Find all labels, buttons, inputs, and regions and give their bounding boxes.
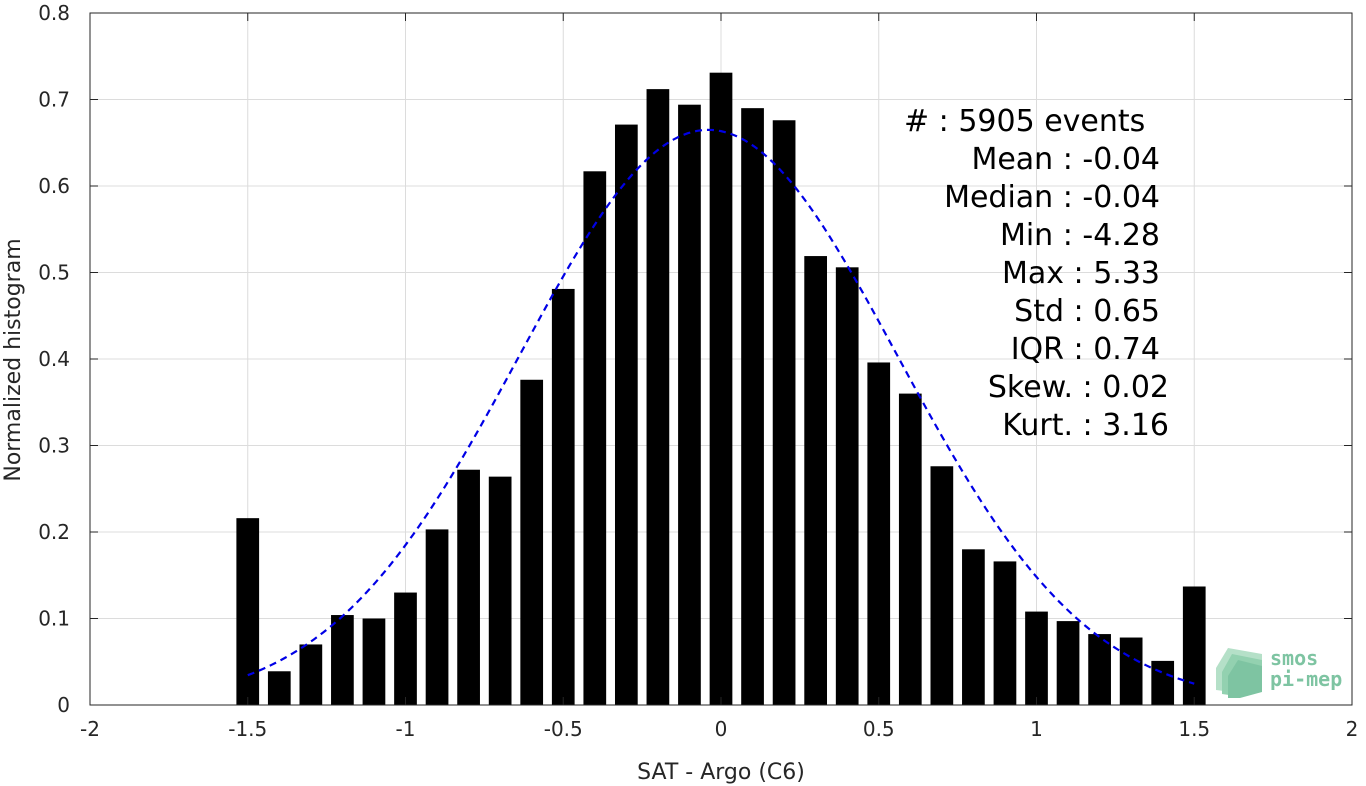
histogram-bar [551,288,575,705]
x-tick-label: -0.5 [544,717,583,741]
gaussian-fit-curve [247,128,1195,685]
histogram-bar [835,267,859,705]
stat-mean: Mean : -0.04 [971,142,1160,177]
x-tick-label: 0.5 [863,717,895,741]
logo-text-pi-mep: pi-mep [1270,667,1342,691]
histogram-bar [962,549,985,705]
x-tick-label: -2 [80,717,100,741]
y-tick-label: 0.2 [38,520,70,544]
histogram-bar [1182,586,1206,705]
histogram-bar [267,671,291,705]
histogram-bar [299,644,323,705]
stat-kurt: Kurt. : 3.16 [1002,408,1169,443]
y-tick-label: 0 [57,693,70,717]
stat-min: Min : -4.28 [1000,218,1160,253]
x-axis-label: SAT - Argo (C6) [637,760,805,785]
x-tick-label: 0 [715,717,728,741]
y-tick-label: 0.6 [38,174,70,198]
y-axis-label: Normalized histogram [1,238,26,481]
logo-text-smos: smos [1270,646,1318,670]
x-tick-label: -1 [396,717,416,741]
histogram-bar [741,108,764,705]
histogram-bar [1119,637,1143,705]
stat-std: Std : 0.65 [1014,294,1160,329]
histogram-bar [1056,621,1080,705]
y-tick-label: 0.1 [38,607,70,631]
histogram-bar [930,466,954,705]
histogram-bar [1151,660,1175,705]
histogram-bar [331,615,354,705]
histogram-bar [1025,611,1048,705]
x-tick-label: 2 [1346,717,1359,741]
y-tick-label: 0.3 [38,434,70,458]
stat-skew: Skew. : 0.02 [988,370,1169,405]
y-tick-label: 0.4 [38,347,70,371]
x-tick-label: 1 [1030,717,1043,741]
histogram-bar [614,124,638,705]
logo-wave-icon [1216,648,1262,698]
histogram-bar [898,393,922,705]
stat-max: Max : 5.33 [1002,256,1160,291]
y-tick-label: 0.8 [38,1,70,25]
x-axis-ticks: -2 -1.5 -1 -0.5 0 0.5 1 1.5 2 [80,13,1358,741]
histogram-bar [457,469,480,705]
y-tick-label: 0.7 [38,88,70,112]
histogram-bar [804,256,828,705]
histogram-bar [520,379,544,705]
histogram-bar [867,362,891,705]
histogram-bar [646,89,670,706]
histogram-bar [583,171,607,706]
histogram-bar [1088,634,1111,705]
smos-pi-mep-logo: smos pi-mep [1216,646,1342,698]
histogram-bar [425,529,449,705]
histogram-bar [678,104,701,705]
x-tick-label: 1.5 [1178,717,1210,741]
histogram-bars [236,72,1206,706]
statistics-annotations: # : 5905 events Mean : -0.04 Median : -0… [904,104,1169,443]
y-tick-label: 0.5 [38,261,70,285]
histogram-bar [362,618,386,705]
histogram-bar [236,518,260,705]
stat-iqr: IQR : 0.74 [1011,332,1160,367]
histogram-bar [394,592,417,705]
histogram-bar [709,72,733,705]
histogram-bar [772,120,796,705]
y-axis-ticks: 0 0.1 0.2 0.3 0.4 0.5 0.6 0.7 0.8 [38,1,1352,717]
stat-events: # : 5905 events [904,104,1145,139]
stat-median: Median : -0.04 [944,180,1160,215]
x-tick-label: -1.5 [228,717,267,741]
histogram-bar [488,476,512,705]
histogram-bar [993,561,1017,705]
